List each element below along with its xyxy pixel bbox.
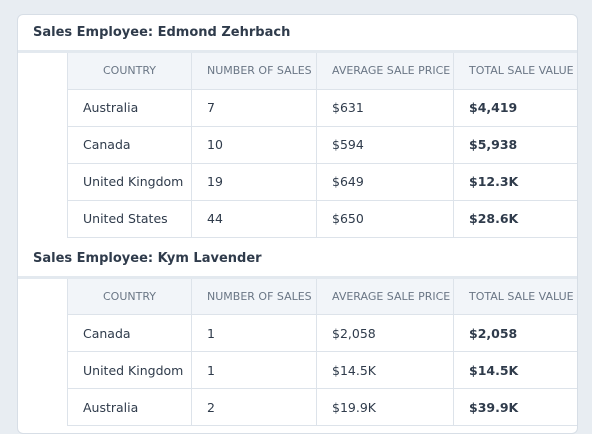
column-header-average-sale-price[interactable]: Average Sale Price bbox=[316, 278, 454, 315]
group-indent bbox=[18, 53, 67, 238]
table-row[interactable]: Canada 10 $594 $5,938 bbox=[67, 126, 577, 164]
column-header-number-of-sales[interactable]: Number of Sales bbox=[191, 53, 317, 90]
column-header-total-sale-value[interactable]: Total Sale Value bbox=[453, 53, 577, 90]
group-indent bbox=[18, 279, 67, 427]
cell-number-of-sales: 44 bbox=[191, 200, 317, 238]
cell-total-sale-value: $14.5K bbox=[453, 351, 577, 389]
group-body: Country Number of Sales Average Sale Pri… bbox=[18, 53, 577, 238]
column-header-number-of-sales[interactable]: Number of Sales bbox=[191, 278, 317, 315]
group-body: Country Number of Sales Average Sale Pri… bbox=[18, 278, 577, 427]
cell-average-sale-price: $19.9K bbox=[316, 388, 454, 426]
cell-country: Canada bbox=[67, 314, 192, 352]
cell-country: Australia bbox=[67, 388, 192, 426]
cell-total-sale-value: $4,419 bbox=[453, 89, 577, 127]
grouped-sales-report: Sales Employee: Edmond Zehrbach Country … bbox=[17, 14, 578, 434]
cell-number-of-sales: 19 bbox=[191, 163, 317, 201]
cell-average-sale-price: $649 bbox=[316, 163, 454, 201]
cell-average-sale-price: $631 bbox=[316, 89, 454, 127]
cell-total-sale-value: $39.9K bbox=[453, 388, 577, 426]
table-header-row: Country Number of Sales Average Sale Pri… bbox=[67, 278, 577, 315]
column-header-total-sale-value[interactable]: Total Sale Value bbox=[453, 278, 577, 315]
cell-number-of-sales: 1 bbox=[191, 314, 317, 352]
cell-average-sale-price: $14.5K bbox=[316, 351, 454, 389]
table-row[interactable]: Canada 1 $2,058 $2,058 bbox=[67, 314, 577, 352]
cell-country: United States bbox=[67, 200, 192, 238]
column-header-country[interactable]: Country bbox=[67, 53, 192, 90]
cell-average-sale-price: $594 bbox=[316, 126, 454, 164]
table-row[interactable]: Australia 7 $631 $4,419 bbox=[67, 89, 577, 127]
cell-number-of-sales: 2 bbox=[191, 388, 317, 426]
table-header-row: Country Number of Sales Average Sale Pri… bbox=[67, 53, 577, 90]
sales-table: Country Number of Sales Average Sale Pri… bbox=[67, 53, 577, 238]
cell-number-of-sales: 7 bbox=[191, 89, 317, 127]
cell-total-sale-value: $2,058 bbox=[453, 314, 577, 352]
cell-number-of-sales: 1 bbox=[191, 351, 317, 389]
table-row[interactable]: United Kingdom 1 $14.5K $14.5K bbox=[67, 351, 577, 389]
cell-country: United Kingdom bbox=[67, 351, 192, 389]
cell-average-sale-price: $2,058 bbox=[316, 314, 454, 352]
cell-country: Canada bbox=[67, 126, 192, 164]
column-header-average-sale-price[interactable]: Average Sale Price bbox=[316, 53, 454, 90]
cell-country: Australia bbox=[67, 89, 192, 127]
cell-country: United Kingdom bbox=[67, 163, 192, 201]
cell-total-sale-value: $12.3K bbox=[453, 163, 577, 201]
table-row[interactable]: Australia 2 $19.9K $39.9K bbox=[67, 388, 577, 426]
cell-total-sale-value: $28.6K bbox=[453, 200, 577, 238]
cell-average-sale-price: $650 bbox=[316, 200, 454, 238]
sales-table: Country Number of Sales Average Sale Pri… bbox=[67, 278, 577, 426]
column-header-country[interactable]: Country bbox=[67, 278, 192, 315]
group-header[interactable]: Sales Employee: Edmond Zehrbach bbox=[18, 15, 577, 53]
cell-total-sale-value: $5,938 bbox=[453, 126, 577, 164]
cell-number-of-sales: 10 bbox=[191, 126, 317, 164]
table-row[interactable]: United Kingdom 19 $649 $12.3K bbox=[67, 163, 577, 201]
table-row[interactable]: United States 44 $650 $28.6K bbox=[67, 200, 577, 238]
group-header[interactable]: Sales Employee: Kym Lavender bbox=[18, 241, 577, 279]
